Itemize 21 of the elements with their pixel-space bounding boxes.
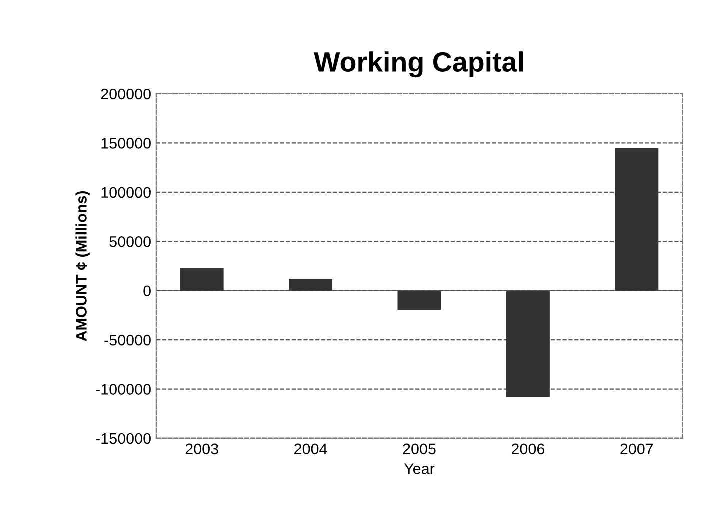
bar	[289, 279, 333, 291]
x-tick-label: 2004	[294, 444, 328, 455]
chart-title: Working Capital	[314, 52, 523, 78]
y-tick-label: -50000	[104, 334, 151, 346]
x-tick-label: 2005	[403, 444, 436, 455]
y-tick-label: -150000	[96, 433, 151, 444]
x-tick-label: 2003	[186, 444, 218, 455]
y-tick-label: 200000	[101, 88, 151, 100]
y-tick-label: 50000	[110, 236, 151, 248]
bar	[180, 268, 224, 291]
y-tick-label: 100000	[102, 187, 151, 198]
bar	[615, 148, 659, 291]
y-tick-label: 150000	[102, 138, 151, 149]
y-tick-label: -100000	[96, 384, 151, 395]
x-tick-label: 2006	[512, 444, 545, 455]
bar	[398, 290, 442, 311]
bar	[506, 290, 550, 398]
y-axis-title: AMOUNT ¢ (Millions)	[76, 191, 90, 342]
x-axis-title: Year	[404, 464, 435, 474]
x-tick-label: 2007	[620, 444, 654, 455]
y-tick-label: 0	[144, 286, 151, 297]
